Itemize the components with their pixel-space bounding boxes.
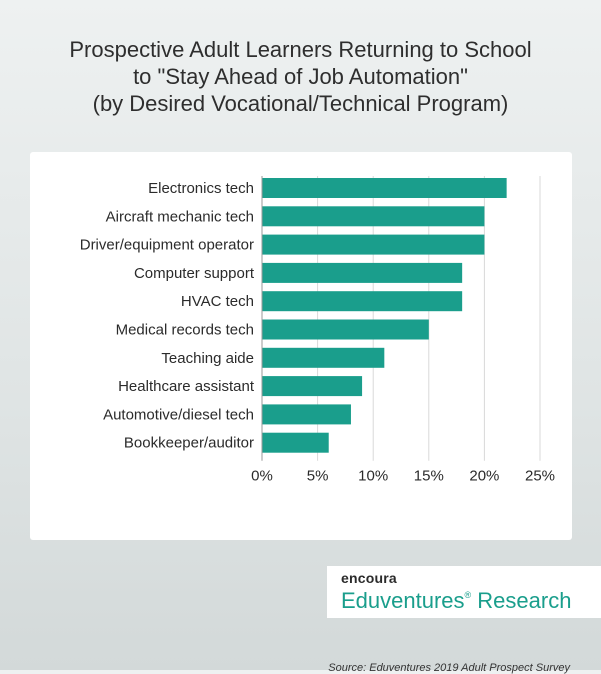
bar bbox=[262, 347, 385, 368]
chart-card: 0% 5% 10% 15% 20% 25% Electronics tech Aircraft… bbox=[30, 152, 572, 674]
bar bbox=[262, 376, 363, 397]
bar-chart: 0% 5% 10% 15% 20% 25% Electronics tech Aircraft… bbox=[80, 176, 555, 485]
brand-logo: encoura Eduventures® Research bbox=[327, 566, 601, 618]
x-tick-label: 5% bbox=[307, 468, 329, 485]
title-line-1: Prospective Adult Learners Returning to … bbox=[69, 37, 532, 62]
bar bbox=[262, 404, 351, 425]
bar bbox=[262, 234, 485, 255]
x-tick-label: 0% bbox=[251, 468, 273, 485]
source-note: Source: Eduventures 2019 Adult Prospect … bbox=[328, 662, 570, 674]
bar bbox=[262, 291, 463, 312]
x-tick-label: 25% bbox=[525, 468, 555, 485]
category-label: Bookkeeper/auditor bbox=[124, 435, 254, 452]
category-label: Aircraft mechanic tech bbox=[106, 208, 254, 225]
bar bbox=[262, 206, 485, 227]
logo-suffix: Research bbox=[477, 588, 572, 613]
x-tick-label: 20% bbox=[469, 468, 499, 485]
category-label: Automotive/diesel tech bbox=[103, 406, 254, 423]
title-line-2: to "Stay Ahead of Job Automation" bbox=[133, 64, 468, 89]
category-label: Teaching aide bbox=[161, 350, 254, 367]
eduventures-research-logo: Eduventures® Research bbox=[341, 588, 571, 614]
title-line-3: (by Desired Vocational/Technical Program… bbox=[92, 91, 509, 116]
logo-name: Eduventures bbox=[341, 588, 465, 613]
chart-title: Prospective Adult Learners Returning to … bbox=[0, 36, 601, 117]
x-tick-label: 15% bbox=[414, 468, 444, 485]
registered-mark: ® bbox=[464, 590, 472, 600]
category-label: Medical records tech bbox=[116, 322, 254, 339]
bar bbox=[262, 178, 507, 198]
category-label: Healthcare assistant bbox=[118, 378, 255, 395]
category-label: Electronics tech bbox=[148, 180, 254, 197]
bar bbox=[262, 319, 429, 340]
category-label: Driver/equipment operator bbox=[80, 237, 254, 254]
category-label: HVAC tech bbox=[181, 293, 254, 310]
bar bbox=[262, 432, 329, 453]
x-tick-label: 10% bbox=[358, 468, 388, 485]
encoura-logo: encoura bbox=[341, 570, 397, 586]
bar bbox=[262, 262, 463, 283]
category-label: Computer support bbox=[134, 265, 255, 282]
